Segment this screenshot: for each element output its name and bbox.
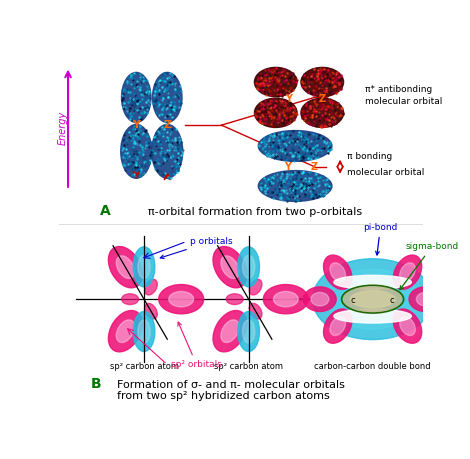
- Text: Energy: Energy: [58, 111, 68, 146]
- Text: c: c: [390, 296, 394, 305]
- Ellipse shape: [109, 246, 142, 288]
- Ellipse shape: [122, 294, 139, 305]
- Ellipse shape: [133, 247, 155, 287]
- Text: Z: Z: [319, 94, 326, 104]
- Text: sp² carbon atom: sp² carbon atom: [110, 362, 179, 371]
- Text: Formation of σ- and π- molecular orbitals: Formation of σ- and π- molecular orbital…: [117, 380, 345, 390]
- Text: π* antibonding: π* antibonding: [365, 85, 432, 94]
- Ellipse shape: [249, 280, 262, 295]
- Text: sigma-bond: sigma-bond: [400, 242, 458, 290]
- Text: c: c: [351, 296, 356, 305]
- Ellipse shape: [263, 285, 308, 314]
- Ellipse shape: [109, 310, 142, 352]
- Text: from two sp² hybridized carbon atoms: from two sp² hybridized carbon atoms: [117, 391, 329, 401]
- Ellipse shape: [122, 73, 151, 123]
- Ellipse shape: [323, 309, 352, 343]
- Ellipse shape: [254, 67, 297, 97]
- Ellipse shape: [409, 287, 442, 312]
- Text: π bonding: π bonding: [347, 152, 392, 161]
- Ellipse shape: [138, 255, 150, 278]
- Ellipse shape: [254, 98, 297, 128]
- Text: Z: Z: [311, 162, 318, 172]
- Ellipse shape: [213, 310, 247, 352]
- Text: sp² carbon atom: sp² carbon atom: [214, 362, 283, 371]
- Ellipse shape: [400, 317, 415, 336]
- Text: p orbitals: p orbitals: [160, 237, 233, 258]
- Ellipse shape: [249, 303, 262, 319]
- Ellipse shape: [330, 263, 345, 282]
- Ellipse shape: [258, 130, 332, 162]
- Ellipse shape: [159, 285, 204, 314]
- Ellipse shape: [226, 294, 243, 305]
- Ellipse shape: [213, 246, 247, 288]
- Ellipse shape: [400, 263, 415, 282]
- Ellipse shape: [116, 256, 134, 279]
- Ellipse shape: [311, 292, 329, 306]
- Text: pi-bond: pi-bond: [363, 223, 398, 255]
- Text: B: B: [91, 377, 101, 391]
- Ellipse shape: [304, 287, 336, 312]
- Ellipse shape: [326, 269, 419, 329]
- Text: molecular orbital: molecular orbital: [347, 168, 424, 177]
- Ellipse shape: [238, 247, 259, 287]
- Text: π-orbital formation from two p-orbitals: π-orbital formation from two p-orbitals: [148, 207, 362, 217]
- Ellipse shape: [334, 309, 411, 323]
- Ellipse shape: [323, 255, 352, 289]
- Text: molecular orbital: molecular orbital: [365, 97, 442, 106]
- Ellipse shape: [243, 255, 255, 278]
- Text: Y: Y: [284, 162, 291, 172]
- Ellipse shape: [350, 291, 395, 308]
- Ellipse shape: [344, 287, 402, 312]
- Text: sp² orbitals: sp² orbitals: [171, 322, 222, 369]
- Ellipse shape: [152, 124, 183, 178]
- Text: Z: Z: [163, 120, 171, 130]
- Ellipse shape: [169, 291, 194, 307]
- Ellipse shape: [121, 124, 152, 178]
- Ellipse shape: [313, 259, 433, 340]
- Ellipse shape: [221, 256, 239, 279]
- Ellipse shape: [133, 312, 155, 352]
- Ellipse shape: [145, 303, 157, 319]
- Ellipse shape: [243, 320, 255, 343]
- Ellipse shape: [301, 67, 344, 97]
- Ellipse shape: [145, 280, 157, 295]
- Ellipse shape: [238, 312, 259, 352]
- Ellipse shape: [301, 98, 344, 128]
- Ellipse shape: [138, 320, 150, 343]
- Ellipse shape: [330, 317, 345, 336]
- Text: carbon-carbon double bond: carbon-carbon double bond: [314, 362, 431, 371]
- Text: Y: Y: [285, 94, 292, 104]
- Ellipse shape: [258, 171, 332, 202]
- Ellipse shape: [393, 309, 422, 343]
- Text: Y: Y: [132, 120, 140, 130]
- Ellipse shape: [416, 292, 434, 306]
- Text: A: A: [100, 204, 110, 218]
- Ellipse shape: [334, 275, 411, 289]
- Ellipse shape: [221, 320, 239, 342]
- Ellipse shape: [393, 255, 422, 289]
- Ellipse shape: [116, 320, 134, 342]
- Ellipse shape: [274, 291, 298, 307]
- Ellipse shape: [153, 73, 182, 123]
